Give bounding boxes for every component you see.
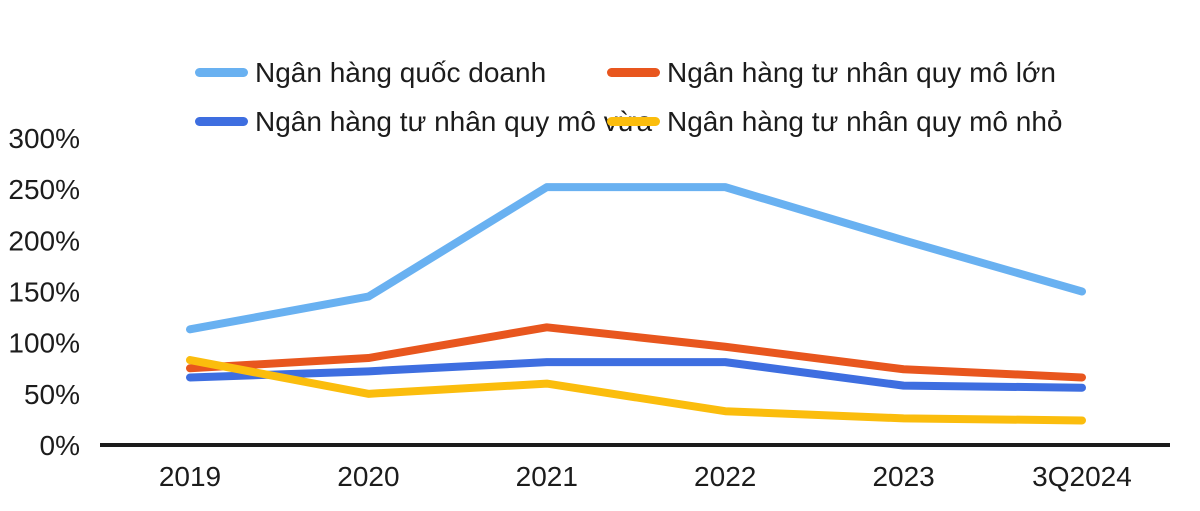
series-line	[186, 323, 1086, 382]
x-axis-tick-label: 2021	[516, 461, 578, 492]
legend-label: Ngân hàng tư nhân quy mô lớn	[667, 56, 1056, 88]
legend-line-swatch-icon	[607, 68, 660, 77]
legend-item[interactable]: Ngân hàng tư nhân quy mô vừa	[195, 106, 652, 138]
x-axis-tick-label: 2022	[694, 461, 756, 492]
x-axis-tick-label: 2020	[337, 461, 399, 492]
y-axis-tick-label: 250%	[8, 174, 80, 205]
legend-line-swatch-icon	[195, 68, 248, 77]
legend-label: Ngân hàng tư nhân quy mô nhỏ	[667, 105, 1063, 137]
y-axis-tick-label: 0%	[40, 430, 80, 461]
y-axis-tick-label: 50%	[24, 379, 80, 410]
x-axis-tick-label: 3Q2024	[1032, 461, 1132, 492]
legend: Ngân hàng quốc doanh Ngân hàng tư nhân qu…	[195, 48, 1062, 146]
series-line	[186, 356, 1086, 425]
legend-line-swatch-icon	[607, 117, 660, 126]
series-line	[186, 358, 1086, 392]
legend-item[interactable]: Ngân hàng tư nhân quy mô lớn	[607, 57, 1062, 89]
legend-item[interactable]: Ngân hàng tư nhân quy mô nhỏ	[607, 106, 1062, 138]
y-axis-tick-label: 150%	[8, 277, 80, 308]
legend-item[interactable]: Ngân hàng quốc doanh	[195, 57, 607, 89]
legend-label: Ngân hàng quốc doanh	[255, 56, 547, 88]
y-axis-tick-label: 200%	[8, 225, 80, 256]
legend-line-swatch-icon	[195, 117, 248, 126]
y-axis-tick-label: 100%	[8, 328, 80, 359]
x-axis-tick-label: 2019	[159, 461, 221, 492]
x-axis-tick-label: 2023	[872, 461, 934, 492]
y-axis-tick-label: 300%	[8, 123, 80, 154]
series-line	[186, 183, 1086, 334]
legend-label: Ngân hàng tư nhân quy mô vừa	[255, 105, 653, 137]
